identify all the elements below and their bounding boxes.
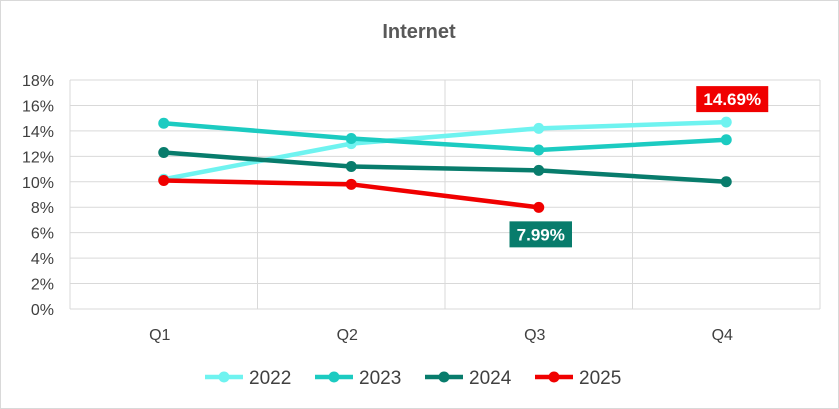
y-tick-label: 0% [31,302,54,319]
legend-marker [548,371,560,383]
legend-label: 2022 [249,368,291,389]
series-2025-point [345,178,357,190]
y-tick-label: 14% [22,124,54,141]
legend-label: 2024 [469,368,512,389]
legend-label: 2025 [579,368,621,389]
series-2024-point [345,161,357,173]
series-2023-point [345,133,357,145]
chart-title: Internet [382,21,456,43]
legend-marker [218,371,230,383]
data-callout-box [696,86,769,113]
series-2022-point [533,122,545,134]
legend-marker [438,371,450,383]
data-callout-label: 14.69% [703,90,761,109]
data-callout: 14.69% [696,86,769,113]
x-tick-label: Q3 [524,327,545,344]
series-2022-point [720,116,732,128]
x-tick-label: Q2 [337,327,358,344]
y-tick-label: 2% [31,277,54,294]
y-tick-label: 18% [22,73,54,90]
legend-marker [328,371,340,383]
series-2023-line [161,121,729,153]
series-2023-point [158,117,170,129]
x-tick-label: Q1 [149,327,170,344]
y-tick-label: 6% [31,226,54,243]
x-axis-tick-labels: Q1 Q2 Q3 Q4 [149,327,733,344]
series-2024-line [161,150,729,185]
legend: 2022 2023 2024 2025 [205,368,621,389]
data-callout: 7.99% [509,221,572,248]
data-callout-box [509,221,572,248]
series-2025-point [533,201,545,213]
series-2025-point [158,175,170,187]
series-lines [158,116,732,213]
series-2024-point [158,147,170,159]
x-tick-label: Q4 [712,327,733,344]
y-tick-label: 12% [22,149,54,166]
series-2023-point [533,144,545,156]
series-2023 [158,117,732,156]
y-tick-label: 8% [31,200,54,217]
y-tick-label: 4% [31,251,54,268]
series-2024-point [533,164,545,176]
y-axis-tick-labels: 0% 2% 4% 6% 8% 10% 12% 14% 16% 18% [22,73,54,319]
legend-item-2024: 2024 [425,368,512,389]
series-2024-point [720,176,732,188]
series-2025 [158,175,545,213]
data-callouts: 14.69% 7.99% [509,86,769,248]
y-tick-label: 16% [22,98,54,115]
y-tick-label: 10% [22,175,54,192]
legend-item-2022: 2022 [205,368,291,389]
data-callout-label: 7.99% [517,225,565,244]
legend-item-2023: 2023 [315,368,401,389]
legend-item-2025: 2025 [535,368,621,389]
legend-label: 2023 [359,368,401,389]
series-2024 [158,147,732,188]
series-2023-point [720,134,732,146]
